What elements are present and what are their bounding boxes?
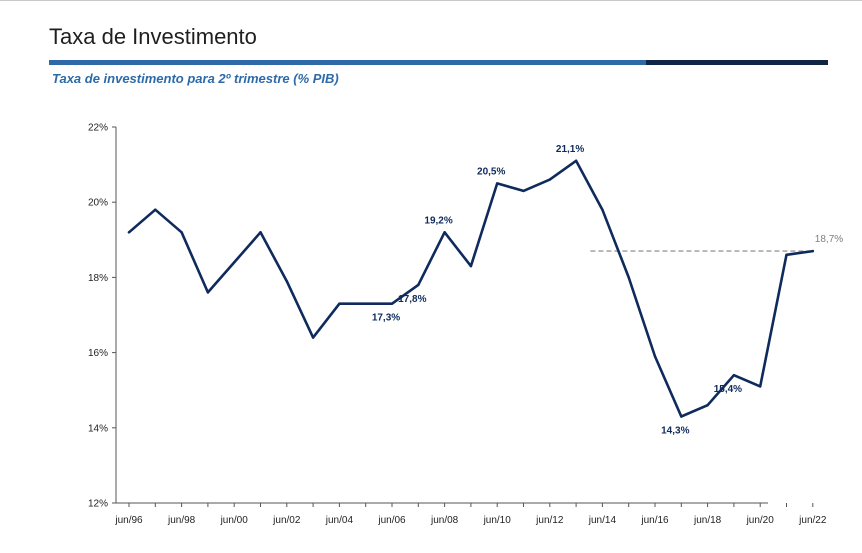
- data-point: [785, 253, 788, 257]
- x-tick-label: jun/22: [798, 515, 827, 526]
- data-point: [548, 178, 551, 181]
- x-tick-label: jun/96: [114, 515, 143, 526]
- data-point: [601, 208, 604, 211]
- data-point: [390, 302, 394, 305]
- data-point: [259, 231, 262, 234]
- data-point: [154, 208, 157, 211]
- data-point: [653, 355, 657, 358]
- data-label: 21,1%: [556, 144, 584, 155]
- data-point: [417, 283, 420, 287]
- x-tick-label: jun/16: [640, 515, 669, 526]
- x-tick-label: jun/98: [167, 515, 196, 526]
- data-point: [732, 373, 736, 377]
- data-label: 19,2%: [424, 215, 452, 226]
- x-tick-label: jun/14: [588, 515, 617, 526]
- x-tick-label: jun/10: [483, 515, 512, 526]
- data-point: [574, 159, 578, 163]
- reference-line-label: 18,7%: [815, 234, 843, 245]
- x-tick-label: jun/08: [430, 515, 459, 526]
- data-label: 17,8%: [398, 294, 426, 305]
- x-tick-label: jun/00: [220, 515, 249, 526]
- x-tick-label: jun/18: [693, 515, 722, 526]
- data-point: [338, 302, 341, 305]
- data-point: [627, 276, 630, 279]
- y-tick-label: 22%: [88, 123, 108, 134]
- data-point: [233, 261, 236, 264]
- x-tick-label: jun/06: [377, 515, 406, 526]
- data-point: [759, 385, 762, 388]
- x-tick-label: jun/12: [535, 515, 564, 526]
- data-point: [811, 249, 814, 253]
- y-tick-label: 18%: [88, 273, 108, 284]
- title-underline-dark: [646, 60, 828, 65]
- chart-title: Taxa de investimento para 2º trimestre (…: [52, 71, 339, 86]
- data-point: [206, 291, 210, 294]
- data-label: 14,3%: [661, 426, 689, 437]
- data-label: 17,3%: [372, 313, 400, 324]
- y-tick-label: 14%: [88, 423, 108, 434]
- data-point: [285, 279, 288, 283]
- data-point: [706, 404, 709, 407]
- data-point: [469, 264, 473, 268]
- data-point: [180, 231, 183, 234]
- data-label: 15,4%: [714, 384, 742, 395]
- data-point: [522, 189, 525, 193]
- x-tick-label: jun/02: [272, 515, 301, 526]
- data-label: 20,5%: [477, 166, 505, 177]
- y-tick-label: 12%: [88, 499, 108, 510]
- data-point: [680, 415, 683, 418]
- data-point: [364, 302, 367, 305]
- top-rule: [0, 0, 862, 1]
- data-point: [443, 231, 446, 234]
- y-tick-label: 20%: [88, 198, 108, 209]
- y-tick-label: 16%: [88, 348, 108, 359]
- series-line: [127, 159, 815, 418]
- page-title: Taxa de Investimento: [49, 24, 257, 49]
- data-point: [496, 182, 499, 185]
- data-point: [127, 231, 131, 234]
- title-underline-light: [49, 60, 646, 65]
- data-point: [311, 336, 315, 339]
- x-tick-label: jun/04: [325, 515, 354, 526]
- x-tick-label: jun/20: [746, 515, 775, 526]
